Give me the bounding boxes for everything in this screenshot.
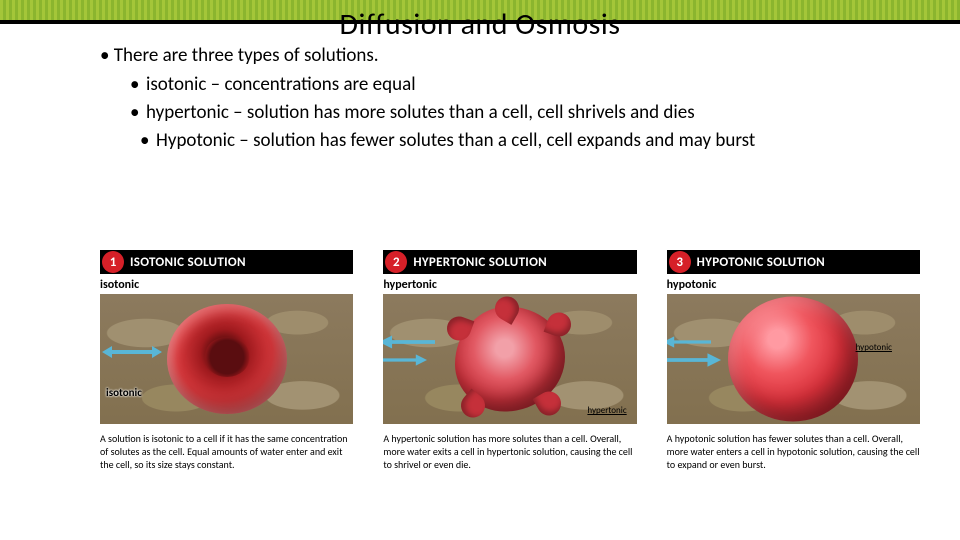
arrow-in-icon — [383, 352, 427, 368]
page-title: Diffusion and Osmosis — [0, 6, 960, 43]
panel-caption: A solution is isotonic to a cell if it h… — [100, 432, 353, 471]
bullet-hypotonic: • Hypotonic – solution has fewer solutes… — [100, 129, 920, 153]
inline-label: hypertonic — [587, 405, 626, 416]
bullet-hypertonic: • hypertonic – solution has more solutes… — [100, 101, 920, 125]
panels-row: 1 ISOTONIC SOLUTION isotonic isotonic A … — [100, 250, 920, 471]
cell-hypotonic — [728, 297, 858, 422]
panel-header: 2 HYPERTONIC SOLUTION — [383, 250, 636, 274]
bullet-isotonic: • isotonic – concentrations are equal — [100, 73, 920, 97]
arrow-in-icon — [667, 352, 721, 368]
panel-image-isotonic: isotonic — [100, 294, 353, 424]
panel-header-title: HYPOTONIC SOLUTION — [697, 255, 825, 270]
panel-image-hypotonic: hypotonic — [667, 294, 920, 424]
panel-caption: A hypotonic solution has fewer solutes t… — [667, 432, 920, 471]
bullet-text: Hypotonic – solution has fewer solutes t… — [156, 129, 920, 153]
panel-number-badge: 3 — [669, 251, 691, 273]
panel-header-title: ISOTONIC SOLUTION — [130, 255, 246, 270]
panel-label: isotonic — [100, 278, 353, 292]
panel-header-title: HYPERTONIC SOLUTION — [413, 255, 547, 270]
arrow-icon — [102, 344, 162, 360]
bullet-dot: • — [100, 101, 146, 125]
cell-hypertonic — [455, 307, 565, 412]
panel-isotonic: 1 ISOTONIC SOLUTION isotonic isotonic A … — [100, 250, 353, 471]
bullet-dot: • — [100, 73, 146, 97]
intro-line: • There are three types of solutions. — [100, 44, 920, 67]
panel-image-hypertonic: hypertonic — [383, 294, 636, 424]
bullet-dot: • — [100, 129, 156, 153]
content-area: • There are three types of solutions. • … — [100, 44, 920, 156]
panel-label: hypotonic — [667, 278, 920, 292]
cell-isotonic — [167, 304, 287, 414]
panel-caption: A hypertonic solution has more solutes t… — [383, 432, 636, 471]
panel-label: hypertonic — [383, 278, 636, 292]
bullet-text: hypertonic – solution has more solutes t… — [146, 101, 920, 125]
panel-number-badge: 1 — [102, 251, 124, 273]
panel-header: 3 HYPOTONIC SOLUTION — [667, 250, 920, 274]
panel-hypotonic: 3 HYPOTONIC SOLUTION hypotonic hypotonic… — [667, 250, 920, 471]
panel-hypertonic: 2 HYPERTONIC SOLUTION hypertonic hyperto… — [383, 250, 636, 471]
arrow-out-icon — [667, 334, 711, 350]
panel-number-badge: 2 — [385, 251, 407, 273]
overlay-label: isotonic — [106, 386, 142, 399]
arrow-out-icon — [383, 334, 435, 350]
bullet-text: isotonic – concentrations are equal — [146, 73, 920, 97]
panel-header: 1 ISOTONIC SOLUTION — [100, 250, 353, 274]
inline-label: hypotonic — [856, 342, 892, 353]
